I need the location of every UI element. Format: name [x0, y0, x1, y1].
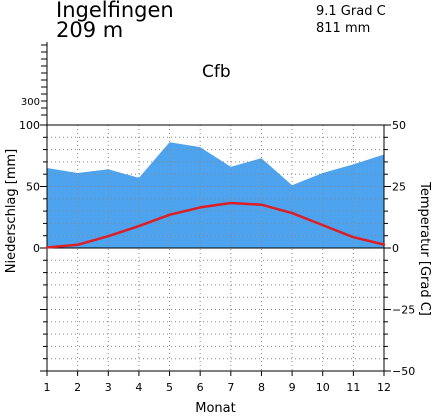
right-axis-tick-label: −50 [392, 365, 415, 378]
x-axis-tick-label: 9 [289, 381, 296, 394]
right-axis-tick-label: 50 [392, 119, 406, 132]
station-name: Ingelfingen [56, 0, 174, 22]
x-axis-tick-label: 5 [166, 381, 173, 394]
left-axis-tick-label: 100 [19, 119, 40, 132]
x-axis-tick-label: 2 [74, 381, 81, 394]
x-axis-tick-label: 4 [135, 381, 142, 394]
x-axis-tick-label: 12 [377, 381, 391, 394]
right-axis-title: Temperatur [Grad C] [417, 181, 432, 316]
x-axis-tick-label: 8 [258, 381, 265, 394]
right-axis-tick-label: 25 [392, 181, 406, 194]
left-axis-tick-label: 0 [33, 242, 40, 255]
right-axis-tick-label: 0 [392, 242, 399, 255]
right-axis-tick-label: −25 [392, 304, 415, 317]
upper-axis-label: 300 [21, 97, 40, 108]
station-elevation: 209 m [56, 18, 124, 42]
x-axis-tick-label: 1 [44, 381, 51, 394]
x-axis-title: Monat [195, 401, 235, 416]
climate-classification: Cfb [202, 62, 231, 82]
temperature-line [45, 201, 386, 249]
x-axis-tick-label: 6 [197, 381, 204, 394]
annual-precipitation: 811 mm [316, 21, 371, 36]
annual-temperature: 9.1 Grad C [316, 4, 386, 19]
left-axis-tick-label: 50 [26, 181, 40, 194]
left-axis-title: Niederschlag [mm] [4, 149, 19, 274]
x-axis-tick-label: 3 [105, 381, 112, 394]
precipitation-area [47, 142, 384, 248]
x-axis-tick-label: 10 [316, 381, 330, 394]
x-axis-tick-label: 11 [346, 381, 360, 394]
x-axis-tick-label: 7 [227, 381, 234, 394]
